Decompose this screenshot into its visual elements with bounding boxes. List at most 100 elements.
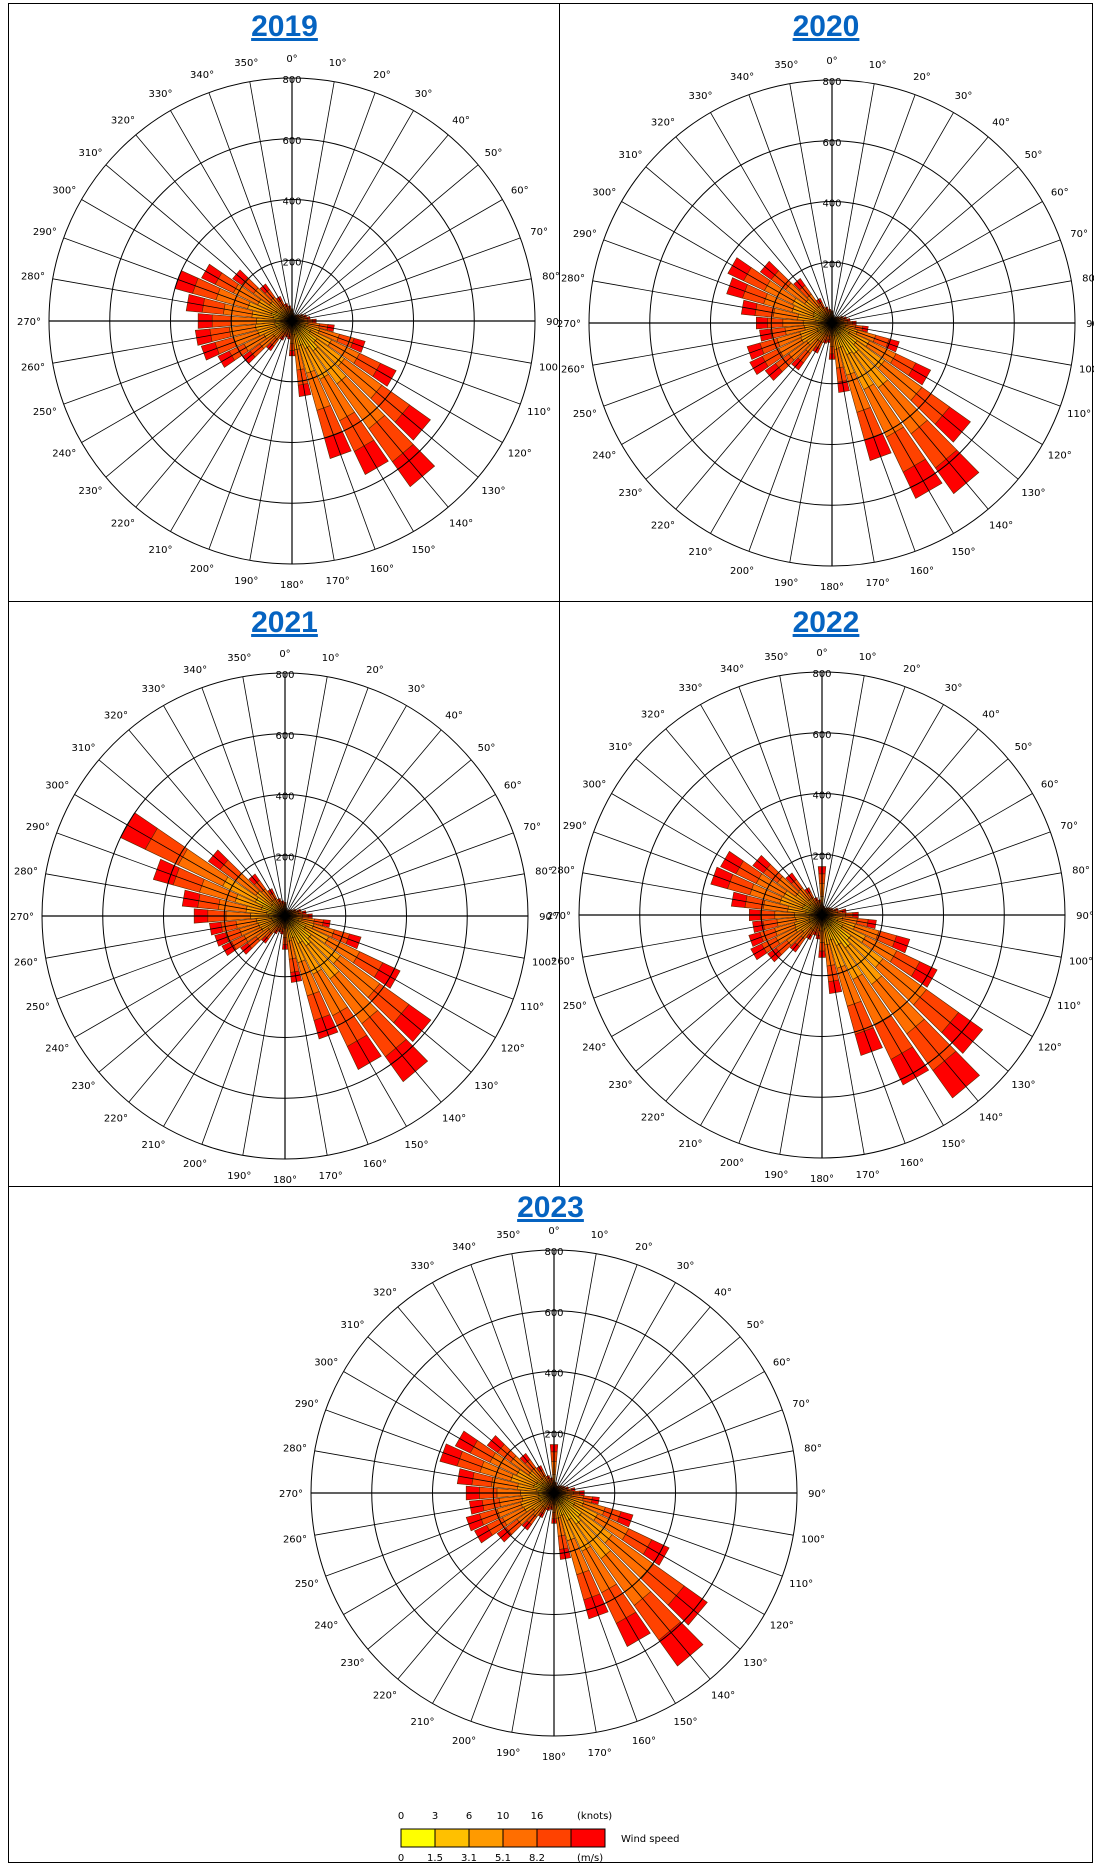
direction-label-200: 200°	[730, 566, 754, 577]
direction-label-280: 280°	[21, 271, 45, 282]
direction-label-230: 230°	[71, 1081, 95, 1092]
direction-label-80: 80°	[1082, 273, 1094, 284]
direction-label-70: 70°	[530, 227, 548, 238]
direction-label-30: 30°	[945, 683, 963, 694]
direction-label-230: 230°	[608, 1080, 632, 1091]
wind-rose-2020: 2004006008000°10°20°30°40°50°60°70°80°90…	[560, 4, 1094, 604]
direction-label-150: 150°	[951, 547, 975, 558]
spoke-20	[832, 95, 915, 323]
direction-label-90: 90°	[1086, 319, 1094, 330]
legend-knots-label: 0	[398, 1811, 404, 1822]
direction-label-290: 290°	[33, 227, 57, 238]
direction-label-220: 220°	[111, 518, 135, 529]
radial-tick-label: 600	[812, 730, 831, 741]
direction-label-60: 60°	[504, 781, 522, 792]
direction-label-280: 280°	[561, 273, 585, 284]
direction-label-150: 150°	[411, 545, 435, 556]
direction-label-280: 280°	[551, 865, 575, 876]
wind-rose-2021: 2004006008000°10°20°30°40°50°60°70°80°90…	[9, 602, 562, 1189]
spoke-250	[594, 915, 822, 998]
direction-label-90: 90°	[1076, 911, 1094, 922]
legend-swatch	[435, 1829, 469, 1847]
radial-tick-label: 200	[275, 852, 294, 863]
spoke-250	[64, 321, 292, 404]
direction-label-210: 210°	[141, 1140, 165, 1151]
direction-label-260: 260°	[21, 363, 45, 374]
direction-label-150: 150°	[941, 1139, 965, 1150]
direction-label-270: 270°	[547, 911, 571, 922]
spoke-70	[832, 240, 1060, 323]
direction-label-40: 40°	[982, 710, 1000, 721]
legend-swatch	[469, 1829, 503, 1847]
direction-label-150: 150°	[404, 1140, 428, 1151]
spoke-230	[99, 916, 285, 1072]
radial-tick-label: 600	[282, 136, 301, 147]
spoke-70	[822, 832, 1050, 915]
direction-label-100: 100°	[1079, 365, 1094, 376]
direction-label-160: 160°	[910, 566, 934, 577]
spoke-50	[832, 167, 1018, 323]
direction-label-170: 170°	[326, 576, 350, 587]
direction-label-190: 190°	[234, 576, 258, 587]
direction-label-120: 120°	[508, 449, 532, 460]
legend-ms-label: 0	[398, 1853, 404, 1864]
direction-label-330: 330°	[678, 683, 702, 694]
radial-tick-label: 800	[275, 670, 294, 681]
spoke-140	[285, 916, 441, 1102]
radial-tick-label: 400	[822, 199, 841, 210]
direction-label-110: 110°	[527, 407, 551, 418]
direction-label-140: 140°	[449, 518, 473, 529]
petal-260-bin-5	[195, 329, 212, 345]
direction-label-220: 220°	[641, 1112, 665, 1123]
spoke-20	[292, 93, 375, 321]
petal-280-bin-5	[741, 300, 757, 315]
spoke-220	[666, 915, 822, 1101]
direction-label-330: 330°	[141, 684, 165, 695]
spoke-40	[292, 135, 448, 321]
petals	[175, 264, 435, 486]
direction-label-40: 40°	[445, 711, 463, 722]
direction-label-200: 200°	[183, 1159, 207, 1170]
direction-label-140: 140°	[979, 1112, 1003, 1123]
direction-label-20: 20°	[373, 70, 391, 81]
direction-label-50: 50°	[1025, 150, 1043, 161]
radial-tick-label: 400	[812, 791, 831, 802]
petals	[711, 851, 983, 1098]
direction-label-260: 260°	[561, 365, 585, 376]
radial-tick-label: 200	[282, 257, 301, 268]
legend-knots-unit: (knots)	[577, 1811, 612, 1822]
legend-ms-label: 5.1	[495, 1853, 511, 1864]
spoke-290	[64, 238, 292, 321]
direction-label-240: 240°	[52, 449, 76, 460]
direction-label-290: 290°	[26, 822, 50, 833]
direction-label-130: 130°	[481, 486, 505, 497]
direction-label-320: 320°	[104, 711, 128, 722]
direction-label-0: 0°	[826, 56, 837, 67]
direction-label-40: 40°	[992, 118, 1010, 129]
spoke-40	[822, 729, 978, 915]
direction-label-310: 310°	[608, 742, 632, 753]
direction-label-200: 200°	[720, 1158, 744, 1169]
direction-label-340: 340°	[720, 664, 744, 675]
direction-label-160: 160°	[900, 1158, 924, 1169]
direction-label-0: 0°	[816, 648, 827, 659]
legend-swatch	[503, 1829, 537, 1847]
direction-label-320: 320°	[651, 118, 675, 129]
direction-label-50: 50°	[485, 148, 503, 159]
direction-label-130: 130°	[1011, 1080, 1035, 1091]
direction-label-230: 230°	[78, 486, 102, 497]
spoke-310	[646, 167, 832, 323]
direction-label-170: 170°	[866, 578, 890, 589]
radial-tick-label: 800	[812, 669, 831, 680]
direction-label-230: 230°	[618, 488, 642, 499]
direction-label-220: 220°	[651, 520, 675, 531]
direction-label-350: 350°	[227, 653, 251, 664]
direction-label-60: 60°	[1041, 780, 1059, 791]
direction-label-110: 110°	[520, 1002, 544, 1013]
direction-label-290: 290°	[563, 821, 587, 832]
legend-knots-label: 10	[497, 1811, 510, 1822]
